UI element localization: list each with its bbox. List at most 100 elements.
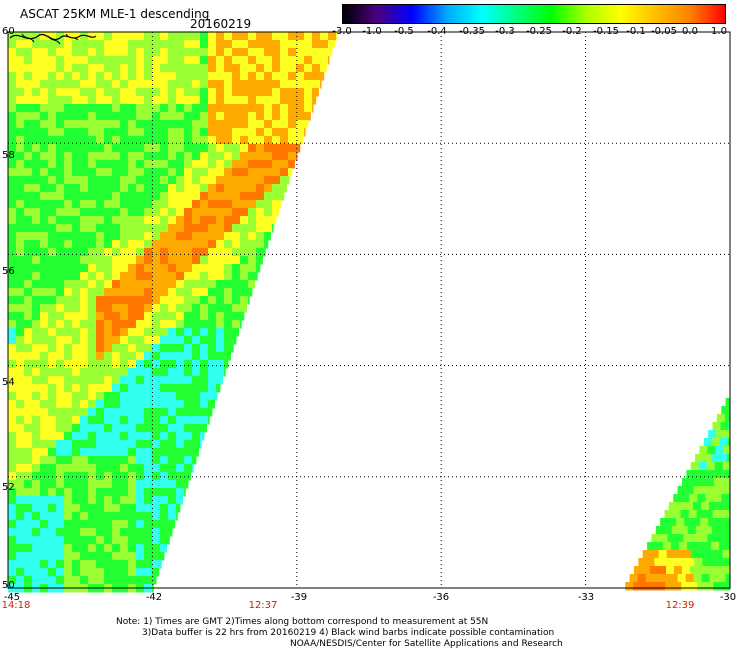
wind-cell xyxy=(264,32,273,41)
wind-cell xyxy=(64,576,73,585)
wind-cell xyxy=(136,48,145,57)
wind-cell xyxy=(24,112,33,121)
wind-cell xyxy=(88,368,97,377)
wind-cell xyxy=(56,520,65,529)
wind-cell xyxy=(216,224,225,233)
wind-cell xyxy=(296,72,305,81)
wind-cell xyxy=(216,176,225,185)
wind-cell xyxy=(136,120,145,129)
wind-cell xyxy=(184,192,193,201)
wind-cell xyxy=(104,184,113,193)
wind-cell xyxy=(32,88,41,97)
wind-cell xyxy=(264,224,273,233)
wind-cell xyxy=(200,280,209,289)
wind-cell xyxy=(48,256,57,265)
wind-cell xyxy=(40,336,49,345)
wind-cell xyxy=(192,304,201,313)
wind-cell xyxy=(8,224,17,233)
wind-cell xyxy=(72,112,81,121)
wind-cell xyxy=(248,112,257,121)
wind-cell xyxy=(136,392,145,401)
wind-cell xyxy=(40,488,49,497)
wind-cell xyxy=(192,200,201,209)
wind-cell xyxy=(72,32,81,41)
wind-cell xyxy=(16,488,25,497)
wind-cell xyxy=(32,184,41,193)
wind-cell xyxy=(24,280,33,289)
wind-cell xyxy=(272,56,281,65)
wind-cell xyxy=(32,488,41,497)
wind-cell xyxy=(96,304,105,313)
wind-cell xyxy=(176,504,181,513)
wind-cell xyxy=(120,576,129,585)
wind-cell xyxy=(160,344,169,353)
wind-cell xyxy=(120,256,129,265)
wind-cell xyxy=(152,72,161,81)
wind-cell xyxy=(8,544,17,553)
wind-cell xyxy=(200,424,208,433)
lon-label: -30 xyxy=(719,592,737,603)
wind-cell xyxy=(706,550,716,559)
wind-cell xyxy=(72,104,81,113)
wind-cell xyxy=(176,512,178,521)
wind-cell xyxy=(152,552,161,561)
wind-cell xyxy=(200,112,209,121)
wind-cell xyxy=(80,168,89,177)
wind-cell xyxy=(144,216,153,225)
wind-cell xyxy=(104,376,113,385)
wind-cell xyxy=(32,320,41,329)
wind-cell xyxy=(40,88,49,97)
wind-cell xyxy=(16,424,25,433)
wind-cell xyxy=(152,280,161,289)
wind-cell xyxy=(176,304,185,313)
wind-cell xyxy=(240,80,249,89)
wind-cell xyxy=(288,128,297,137)
footnote-line: 3)Data buffer is 22 hrs from 20160219 4)… xyxy=(142,628,555,638)
wind-cell xyxy=(16,560,25,569)
wind-cell xyxy=(128,560,137,569)
wind-cell xyxy=(160,424,169,433)
wind-cell xyxy=(717,486,727,495)
wind-cell xyxy=(224,112,233,121)
wind-cell xyxy=(200,296,209,305)
wind-cell xyxy=(112,56,121,65)
wind-cell xyxy=(160,328,169,337)
wind-cell xyxy=(224,312,233,321)
wind-cell xyxy=(663,542,672,551)
wind-cell xyxy=(40,568,49,577)
wind-cell xyxy=(128,320,137,329)
wind-cell xyxy=(677,574,687,583)
wind-cell xyxy=(682,550,692,559)
wind-cell xyxy=(264,216,273,225)
wind-cell xyxy=(176,264,185,273)
wind-cell xyxy=(176,328,185,337)
wind-cell xyxy=(16,512,25,521)
wind-cell xyxy=(679,526,689,535)
wind-cell xyxy=(136,536,145,545)
wind-cell xyxy=(24,408,33,417)
wind-cell xyxy=(160,400,169,409)
wind-cell xyxy=(296,128,305,137)
wind-cell xyxy=(32,552,41,561)
wind-cell xyxy=(714,478,723,487)
wind-cell xyxy=(72,152,81,161)
wind-cell xyxy=(256,64,265,73)
wind-cell xyxy=(32,168,41,177)
wind-cell xyxy=(80,424,89,433)
wind-cell xyxy=(56,552,65,561)
wind-cell xyxy=(168,296,177,305)
wind-cell xyxy=(96,32,105,41)
wind-cell xyxy=(112,128,121,137)
wind-cell xyxy=(88,96,97,105)
swath-west xyxy=(8,32,338,593)
wind-cell xyxy=(192,280,201,289)
wind-cell xyxy=(168,112,177,121)
wind-cell xyxy=(288,64,297,73)
wind-cell xyxy=(72,296,81,305)
wind-cell xyxy=(704,510,714,519)
wind-cell xyxy=(16,264,25,273)
wind-cell xyxy=(112,544,121,553)
wind-cell xyxy=(88,64,97,73)
wind-cell xyxy=(136,368,145,377)
wind-cell xyxy=(168,216,177,225)
